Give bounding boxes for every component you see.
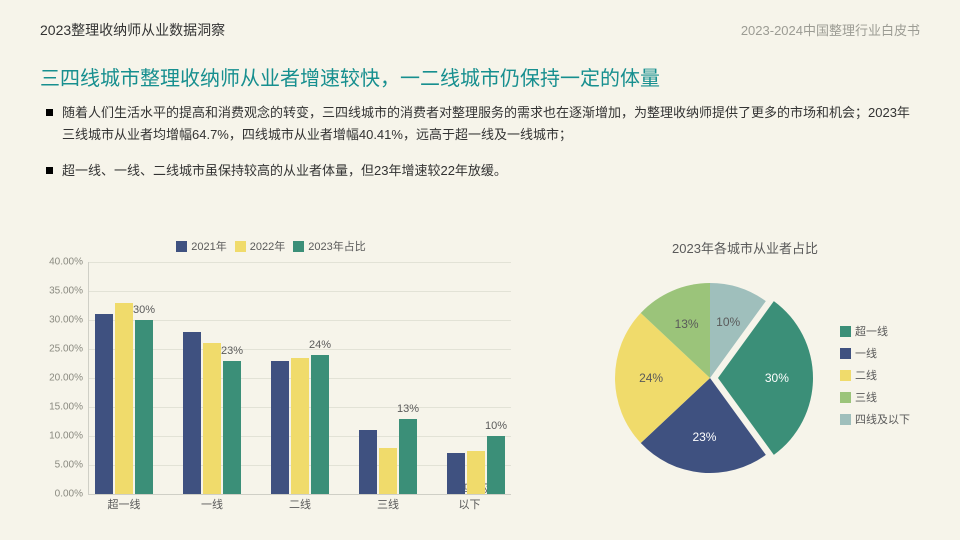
legend-swatch	[176, 241, 187, 252]
bar	[311, 355, 329, 494]
legend-item: 2022年	[235, 238, 285, 254]
legend-item: 2021年	[176, 238, 226, 254]
legend-swatch	[840, 392, 851, 403]
legend-swatch	[840, 414, 851, 425]
bar	[95, 314, 113, 494]
bar	[115, 303, 133, 494]
y-axis-label: 0.00%	[41, 489, 83, 500]
legend-label: 二线	[855, 367, 877, 383]
bar	[183, 332, 201, 494]
bullet-item: 随着人们生活水平的提高和消费观念的转变，三四线城市的消费者对整理服务的需求也在逐…	[40, 102, 920, 146]
pie-chart: 2023年各城市从业者占比 30% 23% 24% 13% 10% 超一线一线二线三线四…	[560, 238, 930, 518]
pie-chart-title: 2023年各城市从业者占比	[560, 238, 930, 257]
legend-swatch	[840, 370, 851, 381]
legend-swatch	[293, 241, 304, 252]
pie-svg	[590, 268, 830, 498]
header-left: 2023整理收纳师从业数据洞察	[40, 20, 225, 40]
pie-chart-legend: 超一线一线二线三线四线及以下	[840, 323, 918, 433]
bar	[379, 448, 397, 494]
legend-swatch	[235, 241, 246, 252]
legend-label: 超一线	[855, 323, 888, 339]
y-axis-label: 30.00%	[41, 315, 83, 326]
x-axis-label: 二线	[289, 496, 311, 512]
legend-swatch	[840, 326, 851, 337]
legend-label: 一线	[855, 345, 877, 361]
pie-slice-label: 23%	[692, 430, 716, 444]
legend-item: 2023年占比	[293, 238, 365, 254]
legend-swatch	[840, 348, 851, 359]
x-axis-label: 三线	[377, 496, 399, 512]
pie-slice-label: 10%	[716, 315, 740, 329]
bar-chart: 2021年2022年2023年占比 0.00%5.00%10.00%15.00%…	[40, 238, 510, 518]
page-title: 三四线城市整理收纳师从业者增速较快，一二线城市仍保持一定的体量	[40, 62, 660, 91]
y-axis-label: 10.00%	[41, 431, 83, 442]
legend-label: 2022年	[250, 238, 285, 254]
pie-slice-label: 13%	[675, 317, 699, 331]
bar	[291, 358, 309, 494]
bar	[271, 361, 289, 494]
bar-value-label: 10%	[485, 420, 507, 432]
y-axis-label: 35.00%	[41, 286, 83, 297]
gridline	[89, 262, 511, 263]
bar	[467, 451, 485, 495]
legend-item: 四线及以下	[840, 411, 910, 427]
legend-item: 二线	[840, 367, 910, 383]
legend-label: 2021年	[191, 238, 226, 254]
x-axis-label: 一线	[201, 496, 223, 512]
legend-item: 三线	[840, 389, 910, 405]
x-axis-label: 超一线	[108, 496, 141, 512]
bullet-list: 随着人们生活水平的提高和消费观念的转变，三四线城市的消费者对整理服务的需求也在逐…	[40, 102, 920, 196]
y-axis-label: 25.00%	[41, 344, 83, 355]
header-right: 2023-2024中国整理行业白皮书	[741, 20, 920, 39]
bar	[359, 430, 377, 494]
pie-slice-label: 30%	[765, 371, 789, 385]
gridline	[89, 291, 511, 292]
legend-item: 一线	[840, 345, 910, 361]
y-axis-label: 20.00%	[41, 373, 83, 384]
bullet-item: 超一线、一线、二线城市虽保持较高的从业者体量，但23年增速较22年放缓。	[40, 160, 920, 182]
legend-label: 四线及以下	[855, 411, 910, 427]
bar	[447, 453, 465, 494]
bar-value-label: 30%	[133, 304, 155, 316]
pie-slice-label: 24%	[639, 371, 663, 385]
pie-chart-body: 30% 23% 24% 13% 10% 超一线一线二线三线四线及以下	[560, 263, 930, 493]
bar-chart-plot: 0.00%5.00%10.00%15.00%20.00%25.00%30.00%…	[88, 262, 511, 495]
y-axis-label: 15.00%	[41, 402, 83, 413]
bar	[223, 361, 241, 494]
bar-value-label: 13%	[397, 403, 419, 415]
page: 2023整理收纳师从业数据洞察 2023-2024中国整理行业白皮书 三四线城市…	[0, 0, 960, 540]
legend-label: 三线	[855, 389, 877, 405]
bar	[399, 419, 417, 494]
legend-label: 2023年占比	[308, 238, 365, 254]
bar	[135, 320, 153, 494]
legend-item: 超一线	[840, 323, 910, 339]
bar-value-label: 23%	[221, 345, 243, 357]
y-axis-label: 5.00%	[41, 460, 83, 471]
bar	[487, 436, 505, 494]
bar	[203, 343, 221, 494]
bar-value-label: 24%	[309, 339, 331, 351]
y-axis-label: 40.00%	[41, 257, 83, 268]
bar-chart-legend: 2021年 2022年 2023年占比	[40, 238, 510, 255]
